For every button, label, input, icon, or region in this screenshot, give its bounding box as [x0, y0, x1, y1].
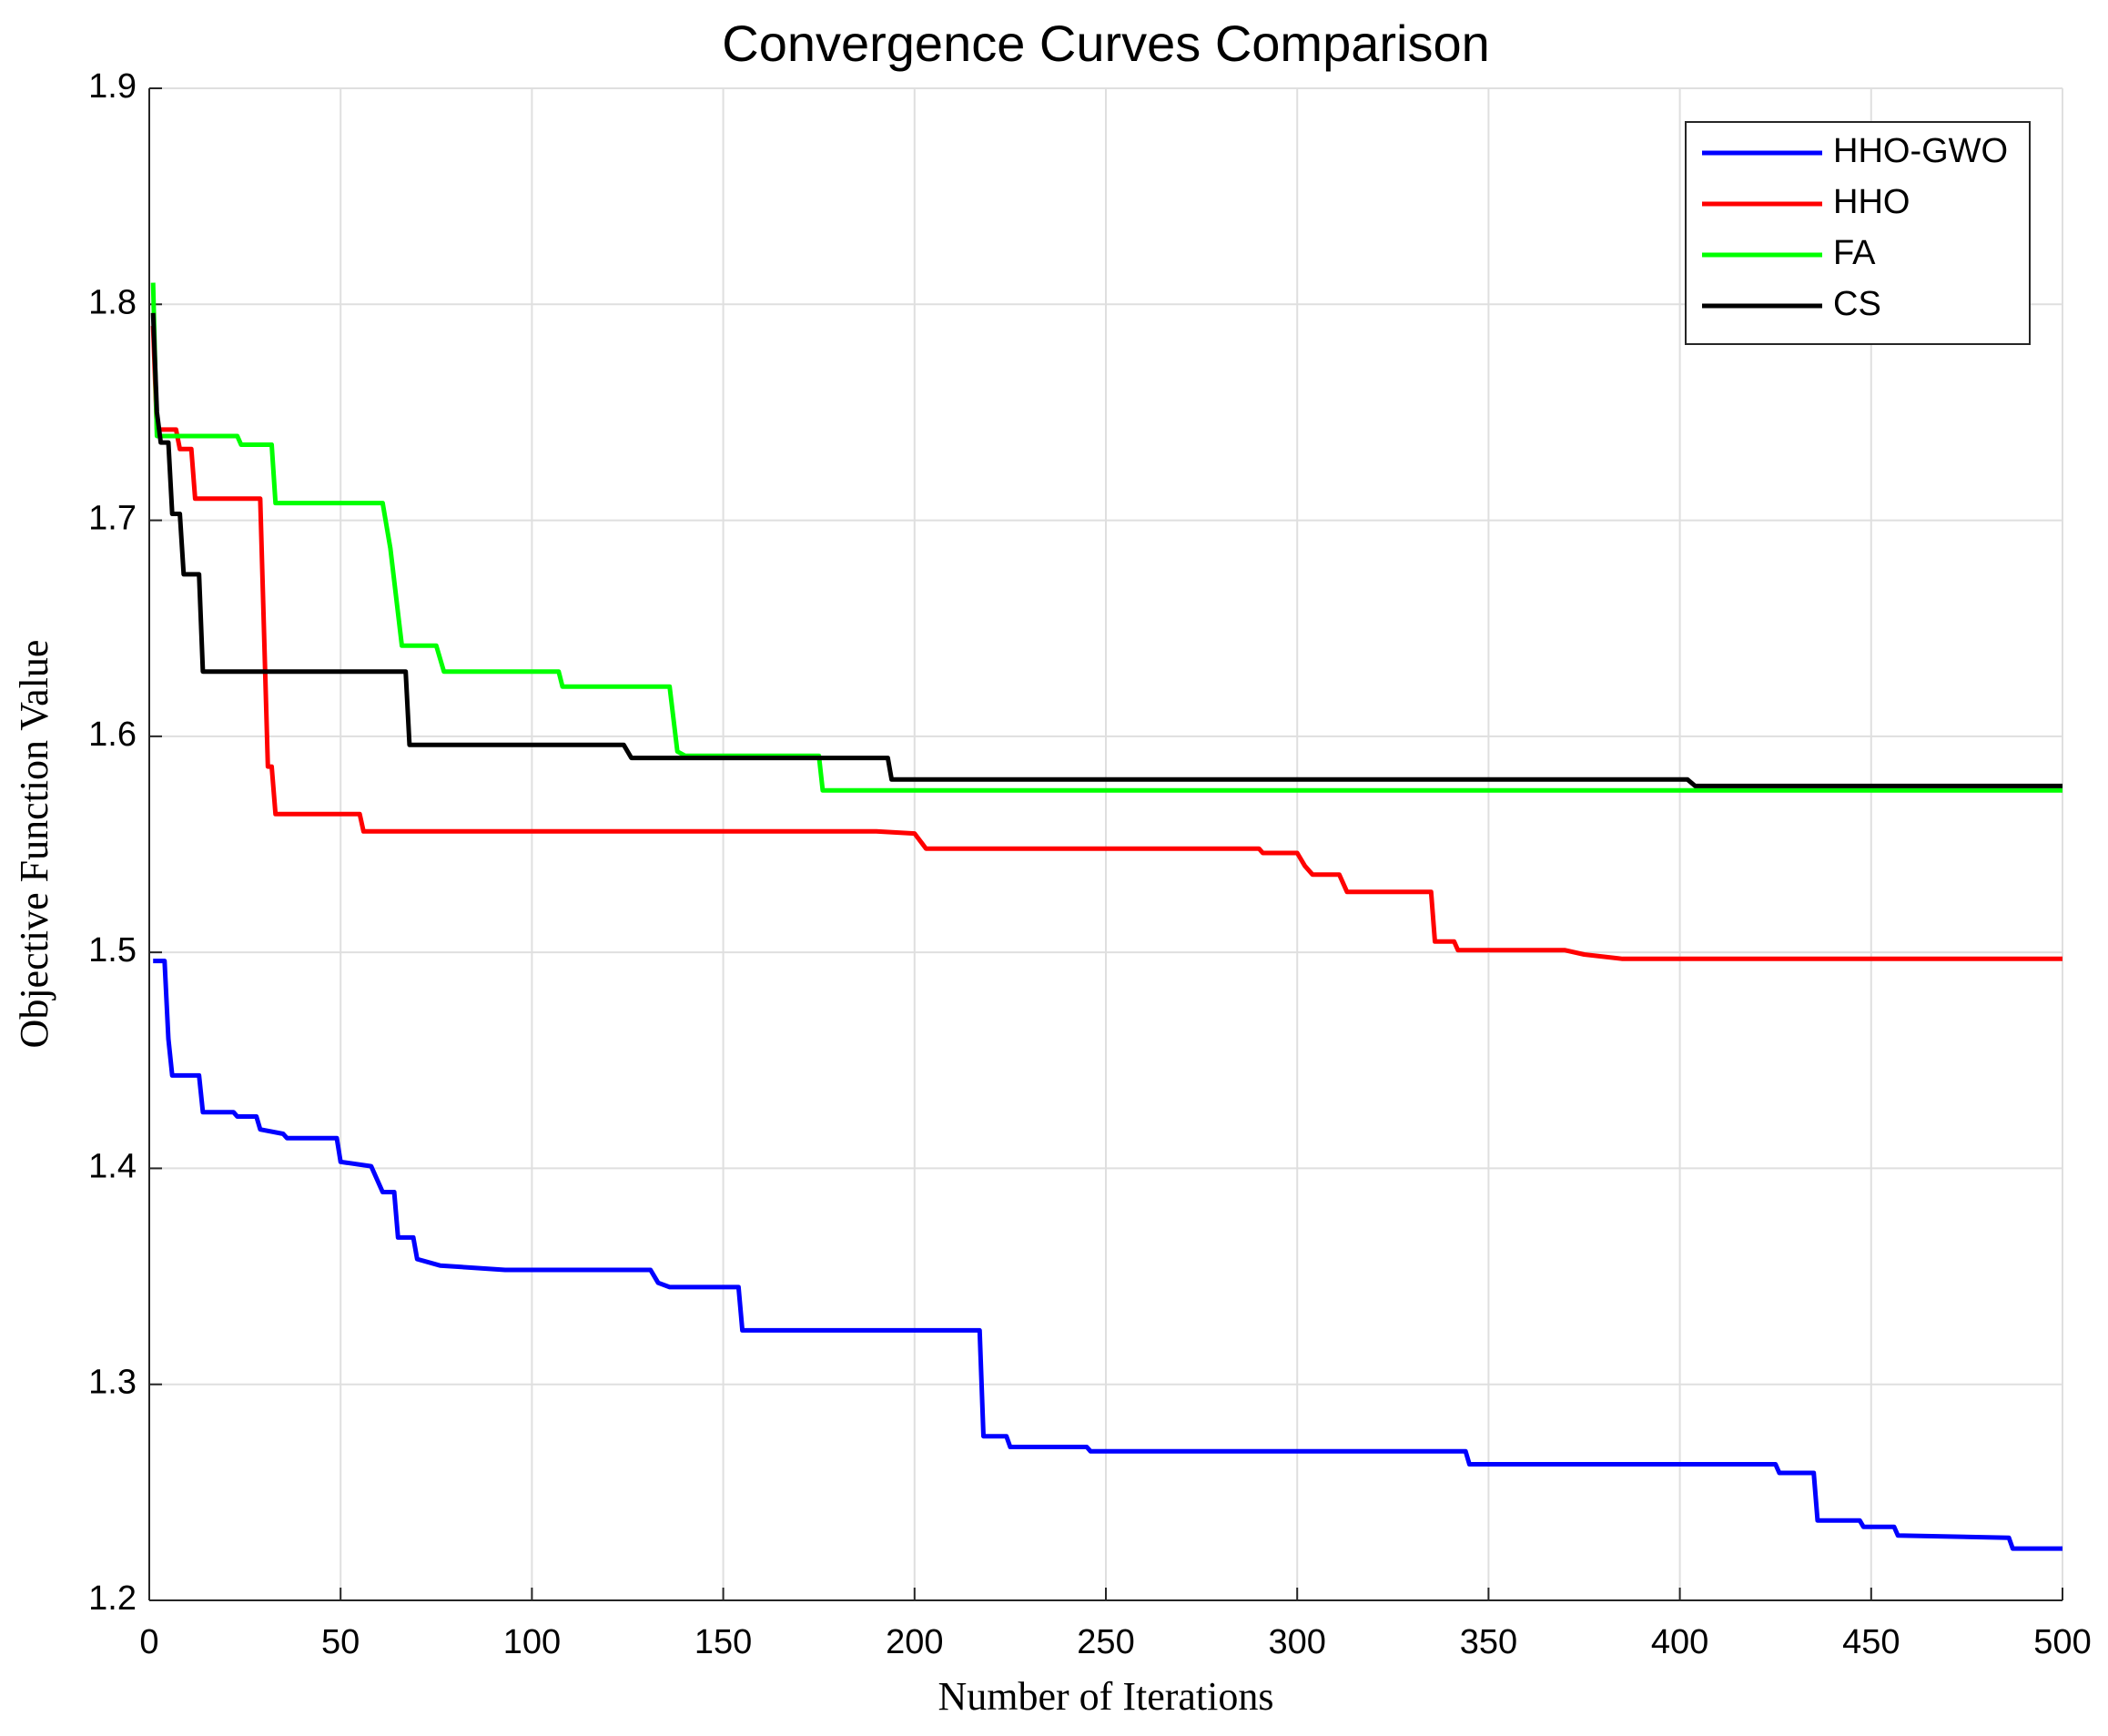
x-tick-label: 100 — [503, 1623, 561, 1661]
y-tick-label: 1.8 — [88, 283, 137, 321]
series-line — [153, 959, 2062, 1551]
y-tick-label: 1.7 — [88, 500, 137, 538]
x-axis-label: Number of Iterations — [938, 1674, 1274, 1719]
x-tick-label: 350 — [1460, 1623, 1517, 1661]
y-tick-label: 1.6 — [88, 716, 137, 754]
chart-title: Convergence Curves Comparison — [722, 15, 1490, 72]
legend-label: CS — [1833, 285, 1881, 323]
series-line — [150, 312, 2062, 788]
x-tick-label: 250 — [1077, 1623, 1134, 1661]
y-tick-label: 1.5 — [88, 931, 137, 970]
x-tick-label: 300 — [1268, 1623, 1325, 1661]
x-tick-label: 0 — [139, 1623, 158, 1661]
y-tick-label: 1.2 — [88, 1579, 137, 1618]
x-tick-label: 450 — [1842, 1623, 1900, 1661]
y-tick-label: 1.9 — [88, 67, 137, 106]
x-tick-label: 200 — [886, 1623, 943, 1661]
series-line — [150, 325, 2062, 961]
x-tick-label: 400 — [1651, 1623, 1708, 1661]
x-tick-label: 150 — [694, 1623, 752, 1661]
y-tick-label: 1.4 — [88, 1147, 137, 1185]
legend-label: FA — [1833, 234, 1876, 272]
x-tick-label: 500 — [2033, 1623, 2091, 1661]
legend-label: HHO-GWO — [1833, 132, 2008, 170]
x-tick-label: 50 — [321, 1623, 360, 1661]
legend-label: HHO — [1833, 183, 1910, 221]
y-axis-label: Objective Function Value — [12, 640, 56, 1049]
y-tick-label: 1.3 — [88, 1364, 137, 1402]
